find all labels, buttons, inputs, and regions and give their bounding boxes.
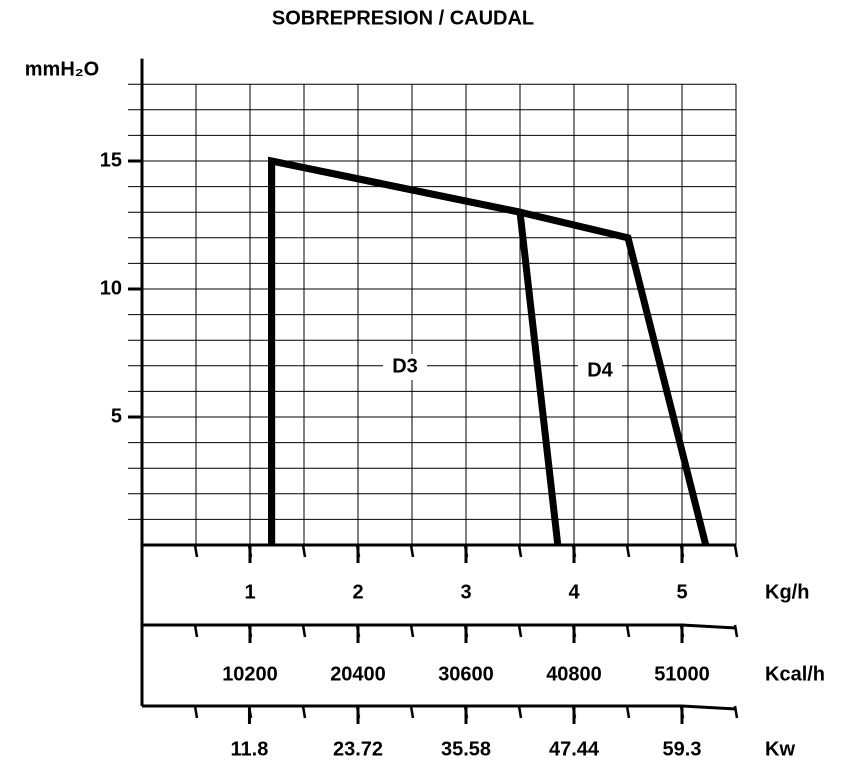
secondary-minor-tick bbox=[625, 705, 631, 719]
x-minor-tick bbox=[193, 544, 199, 558]
secondary-minor-tick bbox=[301, 705, 307, 719]
secondary-axis-label: Kw bbox=[765, 738, 795, 760]
secondary-axis bbox=[142, 623, 737, 630]
secondary-minor-tick bbox=[517, 624, 523, 638]
x-minor-tick bbox=[733, 544, 739, 558]
secondary-axis bbox=[142, 704, 737, 711]
x-tick-label: 5 bbox=[676, 581, 687, 603]
series-label-bg bbox=[383, 354, 427, 380]
y-axis-label: mmH₂O bbox=[25, 58, 99, 80]
secondary-tick-label: 35.58 bbox=[441, 738, 491, 760]
x-tick-label: 1 bbox=[244, 581, 255, 603]
secondary-minor-tick bbox=[193, 624, 199, 638]
line bbox=[268, 156, 562, 546]
y-tick-label: 5 bbox=[111, 405, 122, 427]
series-label: D4 bbox=[587, 359, 613, 381]
secondary-tick-label: 20400 bbox=[330, 663, 386, 685]
secondary-tick-label: 10200 bbox=[222, 663, 278, 685]
secondary-minor-tick bbox=[517, 705, 523, 719]
secondary-tick-label: 23.72 bbox=[333, 738, 383, 760]
series-label-bg bbox=[578, 358, 622, 384]
chart-title: SOBREPRESION / CAUDAL bbox=[272, 7, 534, 29]
secondary-tick-label: 30600 bbox=[438, 663, 494, 685]
secondary-minor-tick bbox=[301, 624, 307, 638]
secondary-minor-tick bbox=[193, 705, 199, 719]
secondary-tick-label: 59.3 bbox=[663, 738, 702, 760]
secondary-minor-tick bbox=[409, 624, 415, 638]
x-axis-label: Kg/h bbox=[765, 581, 809, 603]
x-minor-tick bbox=[625, 544, 631, 558]
secondary-minor-tick bbox=[409, 705, 415, 719]
secondary-minor-tick bbox=[733, 624, 739, 638]
line bbox=[268, 156, 710, 546]
x-tick-label: 4 bbox=[568, 581, 580, 603]
secondary-minor-tick bbox=[625, 624, 631, 638]
secondary-tick-label: 51000 bbox=[654, 663, 710, 685]
secondary-tick-label: 47.44 bbox=[549, 738, 600, 760]
x-tick-label: 2 bbox=[352, 581, 363, 603]
secondary-tick-label: 40800 bbox=[546, 663, 602, 685]
secondary-axis-label: Kcal/h bbox=[765, 663, 825, 685]
series-label: D3 bbox=[392, 355, 418, 377]
x-minor-tick bbox=[409, 544, 415, 558]
y-tick-label: 10 bbox=[100, 277, 122, 299]
secondary-tick-label: 11.8 bbox=[231, 738, 269, 760]
x-tick-label: 3 bbox=[460, 581, 471, 603]
secondary-minor-tick bbox=[733, 705, 739, 719]
x-minor-tick bbox=[301, 544, 307, 558]
x-minor-tick bbox=[517, 544, 523, 558]
y-tick-label: 15 bbox=[100, 149, 122, 171]
